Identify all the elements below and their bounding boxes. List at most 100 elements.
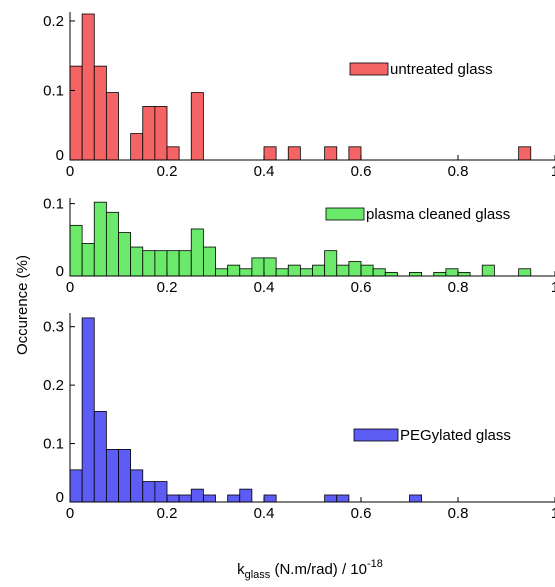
histogram-bar — [324, 250, 338, 277]
histogram-bar — [118, 449, 132, 503]
histogram-bar — [154, 106, 168, 161]
histogram-bar — [178, 494, 192, 503]
histogram-bar — [69, 65, 83, 161]
x-axis-label-subscript: glass — [245, 569, 271, 581]
histogram-bar — [384, 271, 398, 277]
histogram-bar — [93, 65, 107, 161]
histogram-bar — [166, 146, 180, 161]
legend-label: plasma cleaned glass — [366, 206, 510, 223]
x-tick-label: 0.6 — [351, 163, 372, 180]
panel-3: 0 0.1 0.2 0.3 0 0.2 0.4 0.6 0.8 1 PEGylated glass — [43, 313, 555, 522]
histogram-bar — [409, 271, 423, 277]
x-tick-label: 0.8 — [448, 505, 469, 522]
histogram-bar — [190, 92, 204, 161]
x-tick-label: 0 — [66, 505, 74, 522]
histogram-bar — [227, 264, 241, 277]
y-axis-label: Occurence (%) — [14, 255, 31, 355]
histogram-bar — [105, 449, 119, 503]
histogram-bar — [202, 246, 216, 277]
x-axis-label-superscript: -18 — [367, 558, 383, 570]
histogram-bar — [518, 146, 532, 161]
histogram-bar — [130, 133, 144, 161]
x-tick-label: 0.6 — [351, 505, 372, 522]
histogram-bar — [81, 317, 95, 503]
y-tick-label: 0.1 — [43, 82, 64, 99]
histogram-bar — [93, 411, 107, 503]
y-tick-label: 0 — [56, 489, 64, 506]
histogram-bar — [287, 264, 301, 277]
x-tick-label: 0.4 — [254, 505, 275, 522]
histogram-bar — [105, 92, 119, 161]
x-tick-label: 0.6 — [351, 279, 372, 296]
y-tick-label: 0 — [56, 147, 64, 164]
histogram-bar — [227, 494, 241, 503]
histogram-bar — [312, 264, 326, 277]
histogram-bar — [239, 488, 253, 503]
y-tick-label: 0.1 — [43, 196, 64, 213]
histogram-bar — [481, 264, 495, 277]
y-tick-label: 0 — [56, 263, 64, 280]
histogram-bar — [190, 228, 204, 277]
histogram-bar — [239, 268, 253, 277]
legend-label: PEGylated glass — [400, 427, 511, 444]
histogram-bar — [166, 250, 180, 277]
legend-swatch — [353, 428, 399, 442]
histogram-bar — [457, 271, 471, 277]
histogram-bar — [372, 268, 386, 277]
histogram-bar — [518, 268, 532, 277]
histogram-bar — [69, 469, 83, 503]
histogram-bar — [336, 494, 350, 503]
panel-2: 0 0.1 0 0.2 0.4 0.6 0.8 1 plasma cleaned glass — [43, 196, 555, 296]
x-axis-label-main: k — [237, 561, 245, 578]
histogram-bar — [287, 146, 301, 161]
x-tick-label: 0.8 — [448, 163, 469, 180]
histogram-bar — [263, 494, 277, 503]
histogram-bar — [275, 268, 289, 277]
histogram-bar — [142, 106, 156, 161]
histogram-bar — [118, 232, 132, 277]
x-tick-label: 0.4 — [254, 163, 275, 180]
histogram-bar — [409, 494, 423, 503]
histogram-bar — [105, 211, 119, 277]
histogram-bar — [202, 494, 216, 503]
y-tick-label: 0.2 — [43, 13, 64, 30]
legend-label: untreated glass — [390, 61, 493, 78]
histogram-bar — [299, 268, 313, 277]
y-tick-label: 0.2 — [43, 377, 64, 394]
histogram-bar — [154, 250, 168, 277]
x-axis-label: kglass (N.m/rad) / 10-18 — [237, 558, 383, 581]
histogram-bar — [142, 250, 156, 277]
histogram-bar — [81, 243, 95, 277]
histogram-bar — [348, 261, 362, 277]
x-tick-label: 0.2 — [157, 279, 178, 296]
histogram-bar — [130, 246, 144, 277]
legend-swatch — [349, 62, 389, 76]
histogram-bar — [142, 481, 156, 503]
x-tick-label: 0 — [66, 279, 74, 296]
x-tick-label: 0.2 — [157, 163, 178, 180]
histogram-bar — [69, 224, 83, 277]
x-tick-label: 0.2 — [157, 505, 178, 522]
histogram-bar — [93, 201, 107, 277]
histogram-bar — [130, 469, 144, 503]
histogram-bar — [190, 488, 204, 503]
histogram-bar — [263, 146, 277, 161]
x-axis-label-rest: (N.m/rad) / 10 — [270, 561, 367, 578]
x-tick-label: 1 — [551, 279, 555, 296]
x-tick-label: 1 — [551, 163, 555, 180]
x-tick-label: 0 — [66, 163, 74, 180]
x-tick-label: 0.8 — [448, 279, 469, 296]
histogram-bar — [81, 13, 95, 161]
histogram-bar — [433, 271, 447, 277]
histogram-bar — [324, 494, 338, 503]
histogram-bar — [445, 268, 459, 277]
panel-1: 0 0.1 0.2 0 0.2 0.4 0.6 0.8 1 untreated glass — [43, 12, 555, 180]
histogram-bar — [348, 146, 362, 161]
histogram-bar — [251, 257, 265, 277]
x-tick-label: 0.4 — [254, 279, 275, 296]
histogram-bar — [215, 268, 229, 277]
histogram-bar — [263, 257, 277, 277]
histogram-bar — [178, 250, 192, 277]
y-tick-label: 0.3 — [43, 319, 64, 336]
